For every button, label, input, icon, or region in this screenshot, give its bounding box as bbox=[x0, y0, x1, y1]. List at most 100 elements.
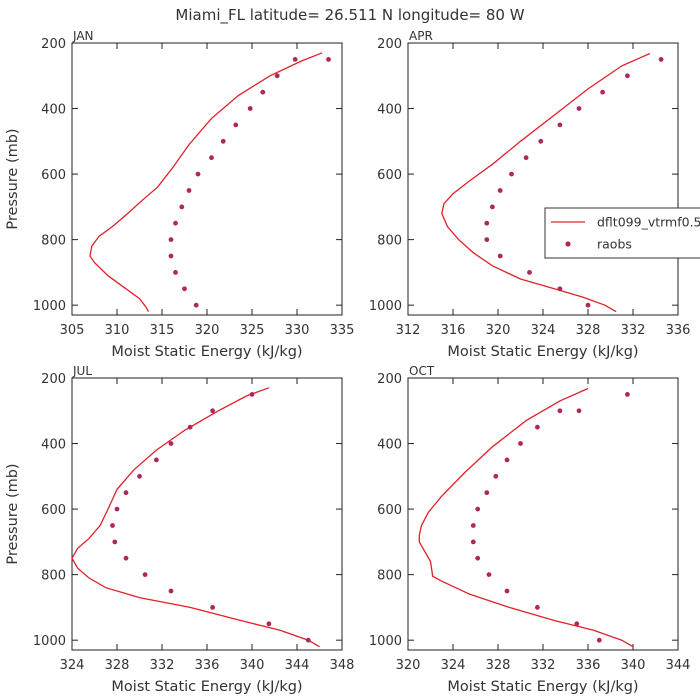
raob-point-jan bbox=[292, 57, 298, 62]
y-tick-label-oct: 600 bbox=[377, 503, 402, 518]
model-line-jan bbox=[89, 52, 323, 313]
x-tick-label-jan: 335 bbox=[330, 323, 355, 338]
x-tick-label-apr: 324 bbox=[531, 323, 556, 338]
raob-point-jul bbox=[110, 523, 115, 528]
panel-label-apr: APR bbox=[409, 29, 433, 43]
axes-frame-oct bbox=[407, 377, 679, 651]
raob-point-apr bbox=[523, 155, 529, 161]
x-tick-label-jul: 344 bbox=[285, 658, 310, 673]
y-tick-label-apr: 400 bbox=[377, 103, 402, 118]
raob-point-oct bbox=[504, 588, 510, 594]
raob-point-jul bbox=[187, 424, 193, 430]
y-axis-label-jan: Pressure (mb) bbox=[5, 128, 21, 229]
y-tick-label-oct: 200 bbox=[377, 372, 402, 387]
raob-point-jan bbox=[220, 138, 226, 144]
panel-apr: APR 312 316 320 324 328 332 336 200 400 600 800 1000… bbox=[369, 29, 691, 360]
raob-point-jan bbox=[168, 253, 174, 259]
y-tick-label-apr: 600 bbox=[377, 168, 402, 183]
raob-point-oct bbox=[596, 637, 602, 643]
raob-point-jan bbox=[247, 106, 253, 111]
raob-point-jul bbox=[249, 392, 255, 397]
raob-point-jan bbox=[186, 188, 192, 193]
raob-point-jan bbox=[233, 122, 239, 128]
axes-frame-apr bbox=[407, 42, 679, 316]
y-tick-label-jul: 600 bbox=[41, 503, 66, 518]
model-line-jul bbox=[71, 387, 320, 648]
y-tick-label-apr: 1000 bbox=[369, 299, 402, 314]
raob-point-jul bbox=[168, 441, 174, 446]
x-tick-label-apr: 312 bbox=[396, 323, 421, 338]
raob-point-oct bbox=[470, 523, 476, 528]
raob-point-apr bbox=[585, 302, 591, 308]
legend-box bbox=[544, 207, 700, 259]
raob-point-jul bbox=[154, 457, 159, 463]
x-tick-label-jul: 340 bbox=[240, 658, 265, 673]
raob-point-oct bbox=[625, 392, 630, 397]
panel-oct: OCT 320 324 328 332 336 340 344 200 400 600 800 1000… bbox=[369, 364, 691, 695]
x-axis-label-jan: Moist Static Energy (kJ/kg) bbox=[111, 344, 302, 360]
panel-label-oct: OCT bbox=[409, 364, 435, 378]
raob-point-oct bbox=[504, 457, 510, 463]
raob-point-jan bbox=[260, 89, 266, 95]
x-tick-label-apr: 320 bbox=[486, 323, 511, 338]
raob-point-oct bbox=[574, 621, 580, 627]
raob-point-jul bbox=[137, 473, 142, 479]
y-tick-label-oct: 1000 bbox=[369, 634, 402, 649]
x-tick-label-jul: 332 bbox=[150, 658, 175, 673]
x-tick-label-oct: 344 bbox=[666, 658, 691, 673]
raob-point-jul bbox=[210, 408, 216, 414]
raob-point-oct bbox=[475, 506, 481, 512]
x-tick-label-jul: 336 bbox=[195, 658, 220, 673]
raob-point-apr bbox=[497, 188, 503, 193]
x-tick-label-apr: 336 bbox=[666, 323, 691, 338]
y-tick-label-jul: 200 bbox=[41, 372, 66, 387]
raob-point-oct bbox=[576, 408, 582, 414]
raob-point-oct bbox=[518, 441, 523, 446]
raob-point-apr bbox=[557, 286, 563, 292]
x-axis-label-oct: Moist Static Energy (kJ/kg) bbox=[447, 679, 638, 695]
raob-point-apr bbox=[484, 237, 490, 243]
raob-point-apr bbox=[484, 220, 490, 226]
raob-point-jan bbox=[195, 171, 201, 177]
raob-point-apr bbox=[538, 138, 544, 144]
raob-point-jul bbox=[114, 506, 120, 512]
y-tick-label-jan: 800 bbox=[41, 234, 66, 249]
y-axis-label-jul: Pressure (mb) bbox=[5, 463, 21, 564]
raob-point-oct bbox=[535, 605, 540, 610]
axes-frame-jul bbox=[71, 377, 343, 651]
raob-point-apr bbox=[557, 122, 563, 128]
raob-point-oct bbox=[535, 424, 540, 430]
raob-point-apr bbox=[490, 204, 495, 210]
y-tick-label-jan: 400 bbox=[41, 103, 66, 118]
raob-point-oct bbox=[484, 490, 490, 496]
x-tick-label-oct: 324 bbox=[441, 658, 466, 673]
x-tick-label-jan: 330 bbox=[285, 323, 310, 338]
x-tick-label-oct: 336 bbox=[576, 658, 601, 673]
x-tick-label-jan: 315 bbox=[150, 323, 175, 338]
raob-point-oct bbox=[557, 408, 563, 414]
raob-point-jan bbox=[173, 220, 178, 226]
raob-point-jan bbox=[168, 237, 174, 243]
model-line-oct bbox=[418, 387, 634, 648]
x-tick-label-jan: 310 bbox=[105, 323, 130, 338]
x-tick-label-oct: 320 bbox=[396, 658, 421, 673]
raob-point-jan bbox=[173, 270, 178, 275]
panel-jan: JAN 305 310 315 320 325 330 335 200 400 600 800 1000… bbox=[5, 29, 354, 360]
y-tick-label-jul: 400 bbox=[41, 438, 66, 453]
raob-point-jul bbox=[123, 490, 129, 496]
raob-point-jul bbox=[142, 572, 148, 577]
raob-point-apr bbox=[497, 253, 503, 259]
raob-point-jul bbox=[112, 539, 118, 545]
raob-point-oct bbox=[470, 539, 476, 545]
raob-point-jan bbox=[326, 57, 331, 62]
y-tick-label-jan: 200 bbox=[41, 37, 66, 52]
y-tick-label-jul: 800 bbox=[41, 569, 66, 584]
y-tick-label-oct: 400 bbox=[377, 438, 402, 453]
y-tick-label-apr: 800 bbox=[377, 234, 402, 249]
x-tick-label-apr: 316 bbox=[441, 323, 466, 338]
legend-marker-swatch bbox=[565, 241, 571, 247]
x-tick-label-jul: 324 bbox=[60, 658, 85, 673]
legend-entry-label: raobs bbox=[597, 237, 632, 252]
